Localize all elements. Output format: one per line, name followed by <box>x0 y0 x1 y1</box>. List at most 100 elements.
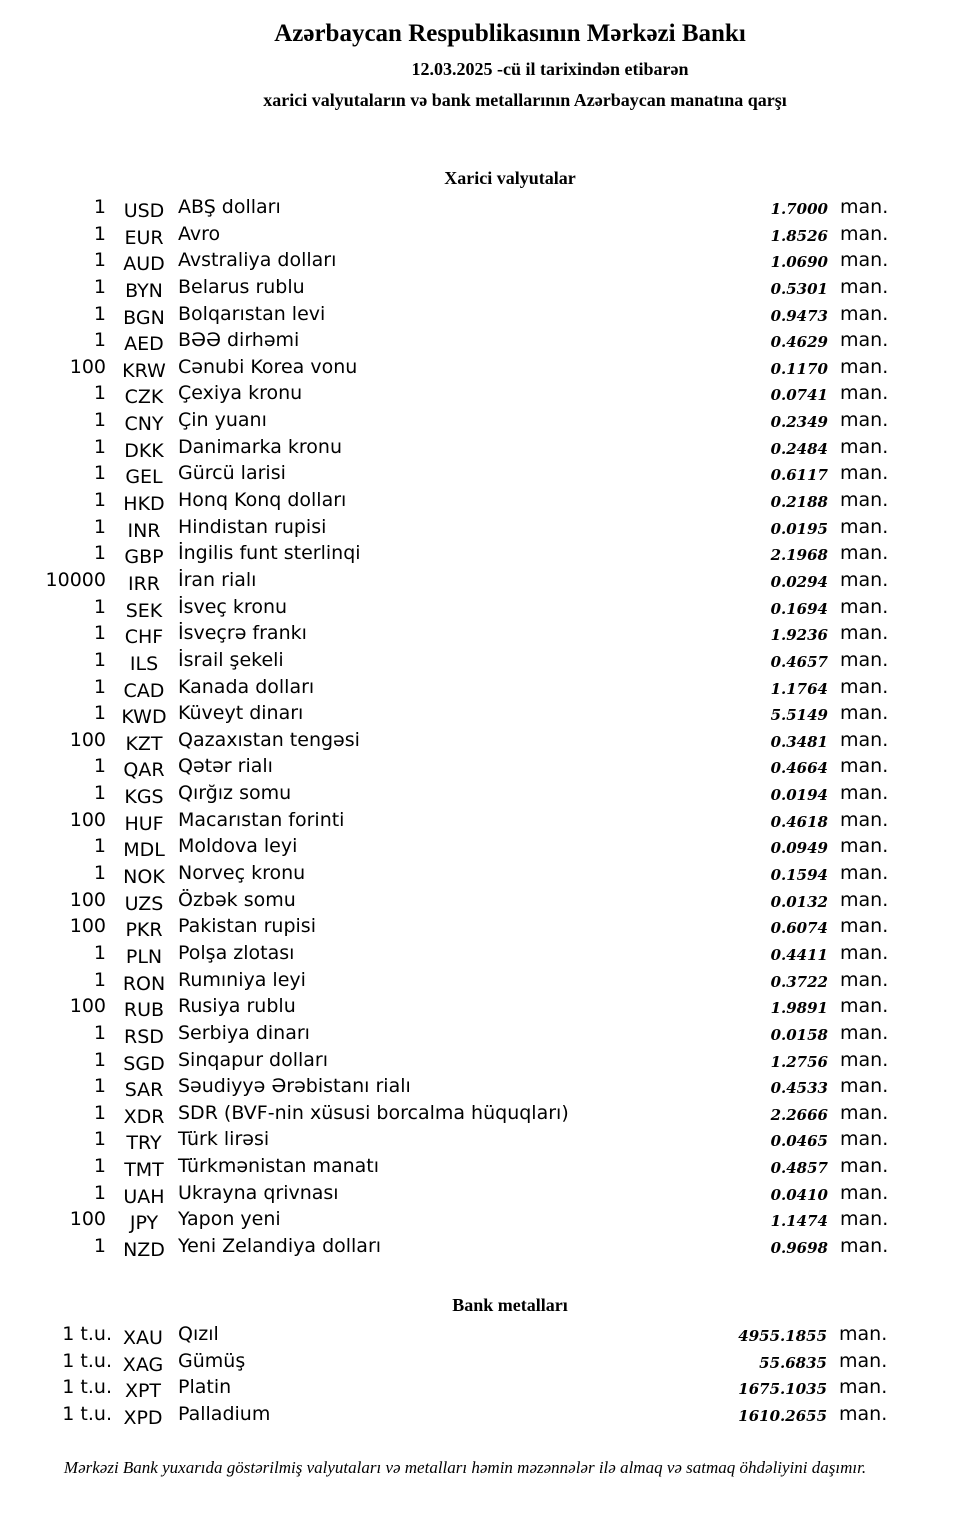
unit: man. <box>840 302 889 325</box>
name: Qırğız somu <box>178 782 292 805</box>
amount: 1 <box>93 1075 106 1098</box>
code: XPT <box>124 1380 162 1403</box>
rate: 0.0294 <box>770 572 828 591</box>
unit: man. <box>840 1021 889 1044</box>
unit: man. <box>840 968 889 991</box>
page-subtitle: xarici valyutaların və bank metallarının… <box>263 90 787 110</box>
amount: 1 <box>93 249 106 272</box>
amount: 100 <box>69 915 106 938</box>
amount: 1 <box>93 302 106 325</box>
name: Macarıstan forinti <box>178 808 345 831</box>
currency-row: 1 EUR Avro 1.8526 man. <box>0 223 969 262</box>
name: İsveç kronu <box>178 595 288 618</box>
rate: 2.2666 <box>770 1105 828 1124</box>
unit: man. <box>840 275 889 298</box>
amount: 1 <box>93 1181 106 1204</box>
code: EUR <box>124 226 164 249</box>
name: Rusiya rublu <box>178 995 296 1018</box>
code: GEL <box>125 466 163 489</box>
code: SEK <box>125 599 163 622</box>
rate: 2.1968 <box>770 546 828 565</box>
currency-row: 100 JPY Yapon yeni 1.1474 man. <box>0 1208 969 1247</box>
amount: 1 <box>93 489 106 512</box>
amount: 1 <box>93 702 106 725</box>
rate: 0.0741 <box>770 386 828 405</box>
name: Platin <box>178 1376 232 1399</box>
unit: man. <box>840 382 889 405</box>
rate: 0.4664 <box>770 759 828 778</box>
code: XDR <box>123 1105 165 1128</box>
code: KGS <box>124 786 164 809</box>
amount: 1 <box>93 435 106 458</box>
metal-row: 1 t.u. XAU Qızıl 4955.1855 man. <box>0 1323 969 1362</box>
amount: 1 <box>93 1048 106 1071</box>
unit: man. <box>840 515 889 538</box>
amount: 100 <box>69 728 106 751</box>
unit: man. <box>840 329 889 352</box>
code: UZS <box>124 892 164 915</box>
code: XAG <box>122 1353 164 1376</box>
unit: man. <box>840 542 889 565</box>
name: Rumıniya leyi <box>178 968 306 991</box>
code: RON <box>122 972 166 995</box>
unit: man. <box>840 409 889 432</box>
name: Moldova leyi <box>178 835 298 858</box>
currency-row: 100 KRW Cənubi Korea vonu 0.1170 man. <box>0 356 969 395</box>
name: Sinqapur dolları <box>178 1048 329 1071</box>
amount: 1 <box>93 835 106 858</box>
name: Gürcü larisi <box>178 462 286 485</box>
currency-row: 1 DKK Danimarka kronu 0.2484 man. <box>0 436 969 475</box>
code: USD <box>123 200 165 222</box>
code: BYN <box>125 279 163 302</box>
unit: man. <box>840 1208 889 1231</box>
rate: 0.1594 <box>770 866 828 885</box>
metals-table: 1 t.u. XAU Qızıl 4955.1855 man. 1 t.u. XAG Gümü… <box>0 1323 969 1442</box>
rate: 1.9891 <box>770 999 828 1018</box>
name: İsveçrə frankı <box>178 622 307 645</box>
unit: man. <box>840 755 889 778</box>
rate: 4955.1855 <box>738 1327 827 1345</box>
amount: 100 <box>69 355 106 378</box>
amount: 1 <box>93 542 106 565</box>
amount: 1 t.u. <box>62 1323 112 1345</box>
currency-row: 1 TMT Türkmənistan manatı 0.4857 man. <box>0 1155 969 1194</box>
currency-row: 100 KZT Qazaxıstan tengəsi 0.3481 man. <box>0 729 969 768</box>
currency-row: 1 KWD Küveyt dinarı 5.5149 man. <box>0 702 969 741</box>
amount: 1 <box>93 1101 106 1124</box>
unit: man. <box>840 808 889 831</box>
currency-row: 100 UZS Özbək somu 0.0132 man. <box>0 889 969 928</box>
unit: man. <box>840 622 889 645</box>
rate: 5.5149 <box>770 706 828 725</box>
amount: 1 <box>93 1234 106 1257</box>
code: HUF <box>124 812 164 835</box>
amount: 100 <box>69 808 106 831</box>
code: JPY <box>129 1212 159 1235</box>
currency-row: 1 TRY Türk lirəsi 0.0465 man. <box>0 1128 969 1167</box>
code: XAU <box>123 1327 163 1349</box>
rate: 0.9698 <box>770 1238 828 1257</box>
rate: 0.2484 <box>770 439 828 458</box>
currency-row: 1 AED BƏƏ dirhəmi 0.4629 man. <box>0 329 969 368</box>
name: Türk lirəsi <box>178 1128 270 1151</box>
unit: man. <box>840 568 889 591</box>
code: HKD <box>123 493 165 516</box>
currency-row: 1 BYN Belarus rublu 0.5301 man. <box>0 276 969 315</box>
currency-row: 1 CNY Çin yuanı 0.2349 man. <box>0 409 969 448</box>
amount: 1 <box>93 941 106 964</box>
name: Cənubi Korea vonu <box>178 355 358 378</box>
currency-row: 1 NOK Norveç kronu 0.1594 man. <box>0 862 969 901</box>
name: İran rialı <box>178 568 257 591</box>
code: XPD <box>123 1406 163 1429</box>
amount: 1 <box>93 648 106 671</box>
unit: man. <box>840 862 889 885</box>
rate: 0.1694 <box>770 599 828 618</box>
amount: 1 <box>93 862 106 885</box>
name: İngilis funt sterlinqi <box>178 542 361 565</box>
unit: man. <box>840 941 889 964</box>
amount: 1 <box>93 515 106 538</box>
date-line: 12.03.2025 -cü il tarixindən etibarən <box>411 59 689 79</box>
name: SDR (BVF-nin xüsusi borcalma hüquqları) <box>178 1101 569 1124</box>
rate: 1.7000 <box>770 200 828 218</box>
rate: 1.8526 <box>770 226 828 245</box>
amount: 1 <box>93 675 106 698</box>
